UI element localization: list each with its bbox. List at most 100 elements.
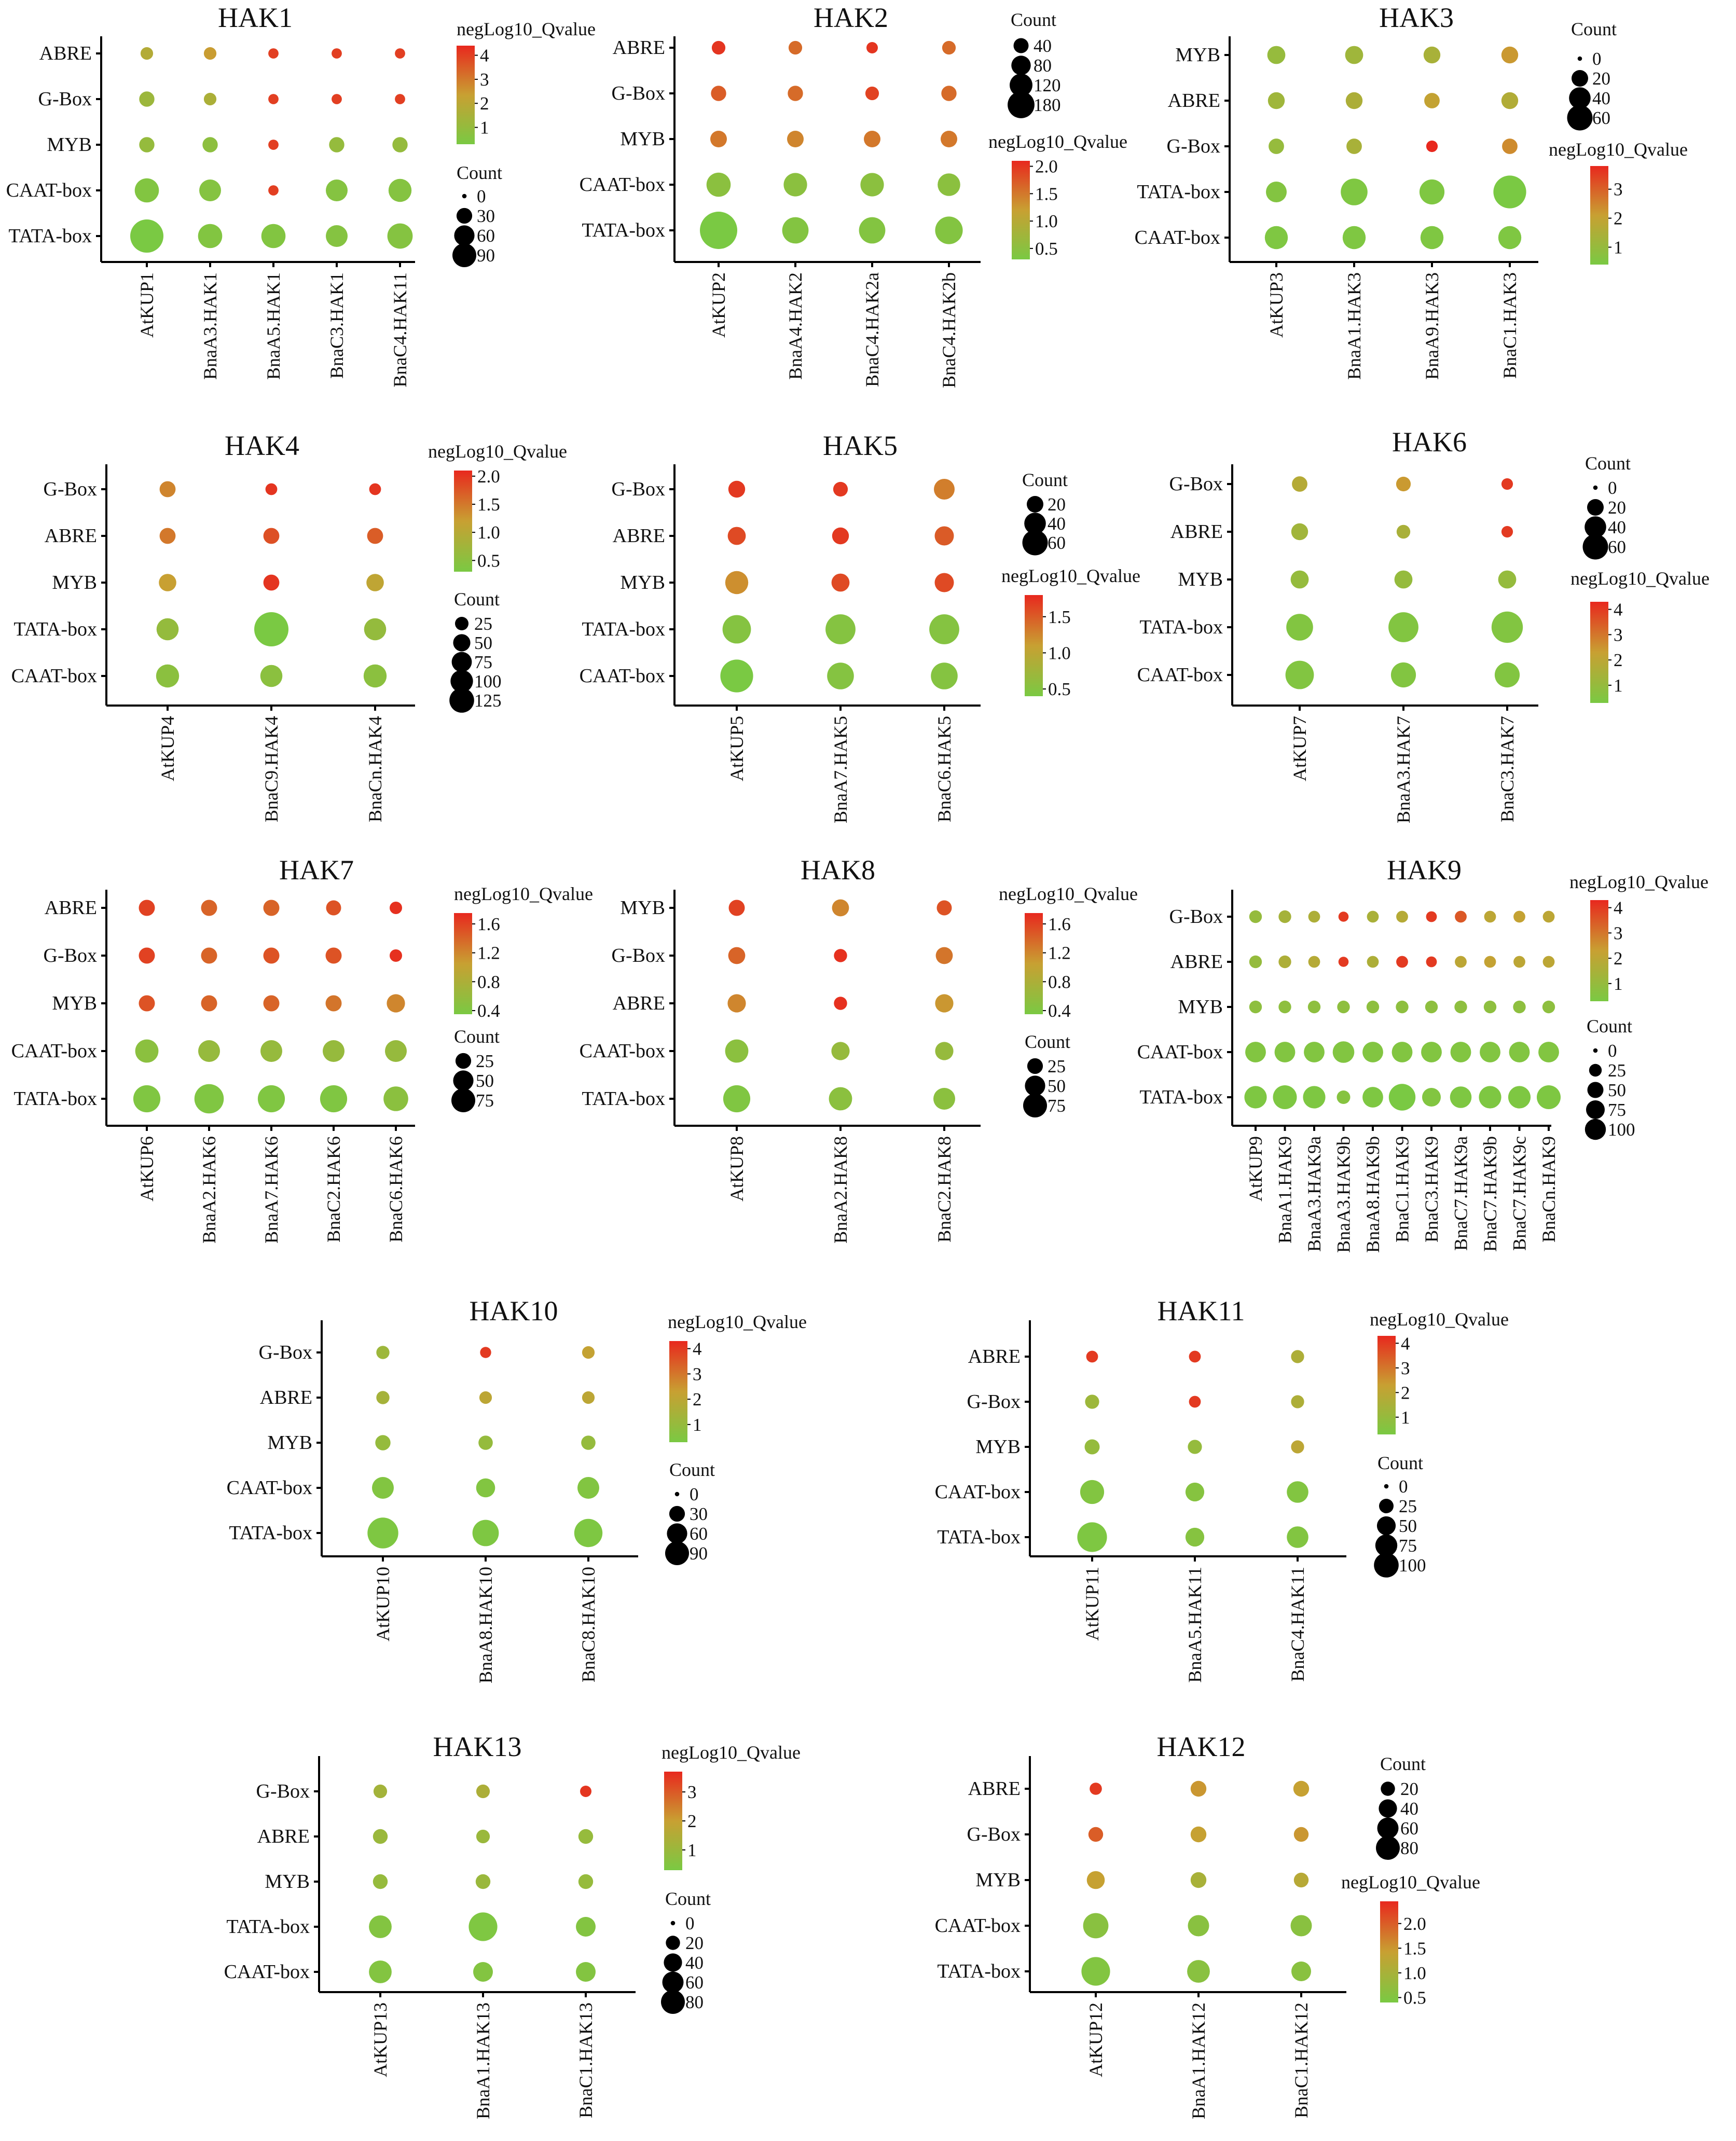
- y-tick-label: G-Box: [612, 945, 665, 966]
- x-tick-label: AtKUP12: [1085, 2002, 1106, 2077]
- size-legend-title: Count: [1025, 1031, 1070, 1052]
- bubble-point: [1267, 92, 1285, 109]
- size-legend-label: 25: [1399, 1496, 1417, 1516]
- bubble-point: [834, 949, 847, 962]
- bubble-point: [934, 479, 955, 500]
- color-legend-tick-label: 2.0: [1403, 1914, 1426, 1934]
- bubble-point: [1190, 1780, 1207, 1797]
- x-tick-label: BnaA5.HAK1: [263, 272, 284, 380]
- color-gradient-bar: [1590, 602, 1608, 703]
- bubble-point: [476, 1478, 495, 1498]
- bubble-point: [1537, 1085, 1561, 1109]
- bubble-point: [139, 900, 155, 916]
- bubble-point: [1292, 476, 1307, 492]
- y-tick-label: G-Box: [38, 88, 92, 110]
- x-tick-label: BnaC1.HAK3: [1499, 272, 1520, 379]
- bubble-point: [782, 217, 809, 244]
- color-legend: negLog10_Qvalue 1.6 1.2 0.8 0.4: [999, 883, 1138, 1021]
- bubble-point: [376, 1391, 390, 1404]
- bubble-point: [325, 947, 342, 964]
- bubble-point: [254, 612, 288, 646]
- bubble-point: [1367, 910, 1379, 923]
- chart-title: HAK4: [225, 430, 299, 461]
- y-tick-label: ABRE: [613, 37, 665, 59]
- bubble-point: [1185, 1482, 1205, 1502]
- bubble-point: [938, 173, 960, 196]
- y-tick-label: G-Box: [44, 478, 97, 500]
- x-tick-label: AtKUP10: [373, 1567, 393, 1641]
- color-legend-tick-label: 1.2: [1048, 943, 1071, 963]
- bubble-point: [1498, 570, 1517, 589]
- y-tick-label: CAAT-box: [580, 1040, 665, 1062]
- y-tick-label: MYB: [47, 134, 92, 156]
- size-legend-title: Count: [457, 162, 502, 183]
- color-legend-title: negLog10_Qvalue: [1549, 139, 1688, 160]
- bubble-point: [1366, 1000, 1380, 1014]
- size-legend-dot: [664, 1953, 682, 1972]
- color-legend-tick-label: 0.4: [477, 1001, 500, 1021]
- y-tick-label: CAAT-box: [1137, 1041, 1223, 1063]
- bubble-point: [201, 995, 217, 1012]
- bubble-point: [475, 1874, 491, 1889]
- color-legend-tick-label: 3: [1614, 625, 1623, 645]
- bubble-point: [1269, 139, 1284, 154]
- bubble-point: [727, 527, 746, 545]
- bubble-point: [832, 527, 849, 545]
- x-tick-label: BnaC4.HAK2a: [862, 272, 883, 387]
- color-legend-title: negLog10_Qvalue: [988, 131, 1127, 152]
- y-tick-label: TATA-box: [582, 219, 665, 241]
- y-tick-label: ABRE: [968, 1346, 1021, 1368]
- size-legend-dot: [1375, 1534, 1398, 1557]
- size-legend-label: 25: [474, 614, 492, 634]
- color-legend-tick-label: 3: [687, 1782, 697, 1802]
- size-legend-label: 100: [1608, 1120, 1635, 1140]
- color-legend-tick-label: 3: [1401, 1358, 1410, 1378]
- color-legend-tick-label: 1.5: [477, 494, 500, 515]
- color-legend-tick-label: 0.5: [1403, 1987, 1426, 2008]
- bubble-point: [1337, 1090, 1351, 1104]
- chart-title: HAK11: [1158, 1295, 1245, 1327]
- size-legend-label: 50: [1048, 1076, 1066, 1096]
- y-tick-label: ABRE: [260, 1387, 312, 1408]
- y-tick-label: MYB: [620, 572, 665, 593]
- y-tick-label: TATA-box: [13, 618, 97, 640]
- bubble-point: [1278, 910, 1291, 923]
- bubble-point: [1394, 570, 1413, 589]
- bubble-point: [198, 1040, 220, 1062]
- size-legend-label: 75: [1048, 1096, 1066, 1116]
- bubble-point: [727, 994, 746, 1013]
- bubble-point: [268, 48, 279, 59]
- bubble-point: [1086, 1871, 1105, 1889]
- color-legend: negLog10_Qvalue 3 2 1: [662, 1742, 801, 1870]
- color-legend-tick-label: 4: [693, 1339, 702, 1359]
- size-legend-label: 120: [1034, 75, 1061, 95]
- bubble-point: [1188, 1440, 1202, 1454]
- bubble-point: [725, 1039, 749, 1063]
- bubble-point: [130, 219, 163, 253]
- bubble-point: [1454, 1000, 1467, 1014]
- color-legend-tick-label: 1.6: [1048, 914, 1071, 934]
- size-legend-title: Count: [1585, 453, 1631, 474]
- size-legend-dot: [667, 1523, 687, 1544]
- size-legend-title: Count: [669, 1459, 715, 1480]
- y-tick-label: ABRE: [613, 992, 665, 1014]
- color-legend-tick-label: 3: [1614, 179, 1623, 200]
- bubble-point: [1088, 1827, 1104, 1842]
- bubble-point: [1396, 956, 1408, 968]
- bubble-point: [1291, 1962, 1311, 1981]
- chart-title: HAK3: [1379, 2, 1454, 33]
- bubble-point: [268, 185, 279, 196]
- y-tick-label: MYB: [975, 1436, 1021, 1458]
- x-tick-label: BnaA3.HAK7: [1393, 716, 1414, 823]
- bubble-point: [390, 902, 402, 914]
- bubble-point: [203, 47, 217, 60]
- bubble-point: [1491, 611, 1523, 643]
- x-tick-label: BnaC6.HAK5: [934, 716, 955, 822]
- bubble-point: [395, 94, 405, 104]
- chart-title: HAK6: [1392, 426, 1467, 458]
- bubble-point: [864, 131, 880, 147]
- size-legend-label: 75: [474, 652, 492, 672]
